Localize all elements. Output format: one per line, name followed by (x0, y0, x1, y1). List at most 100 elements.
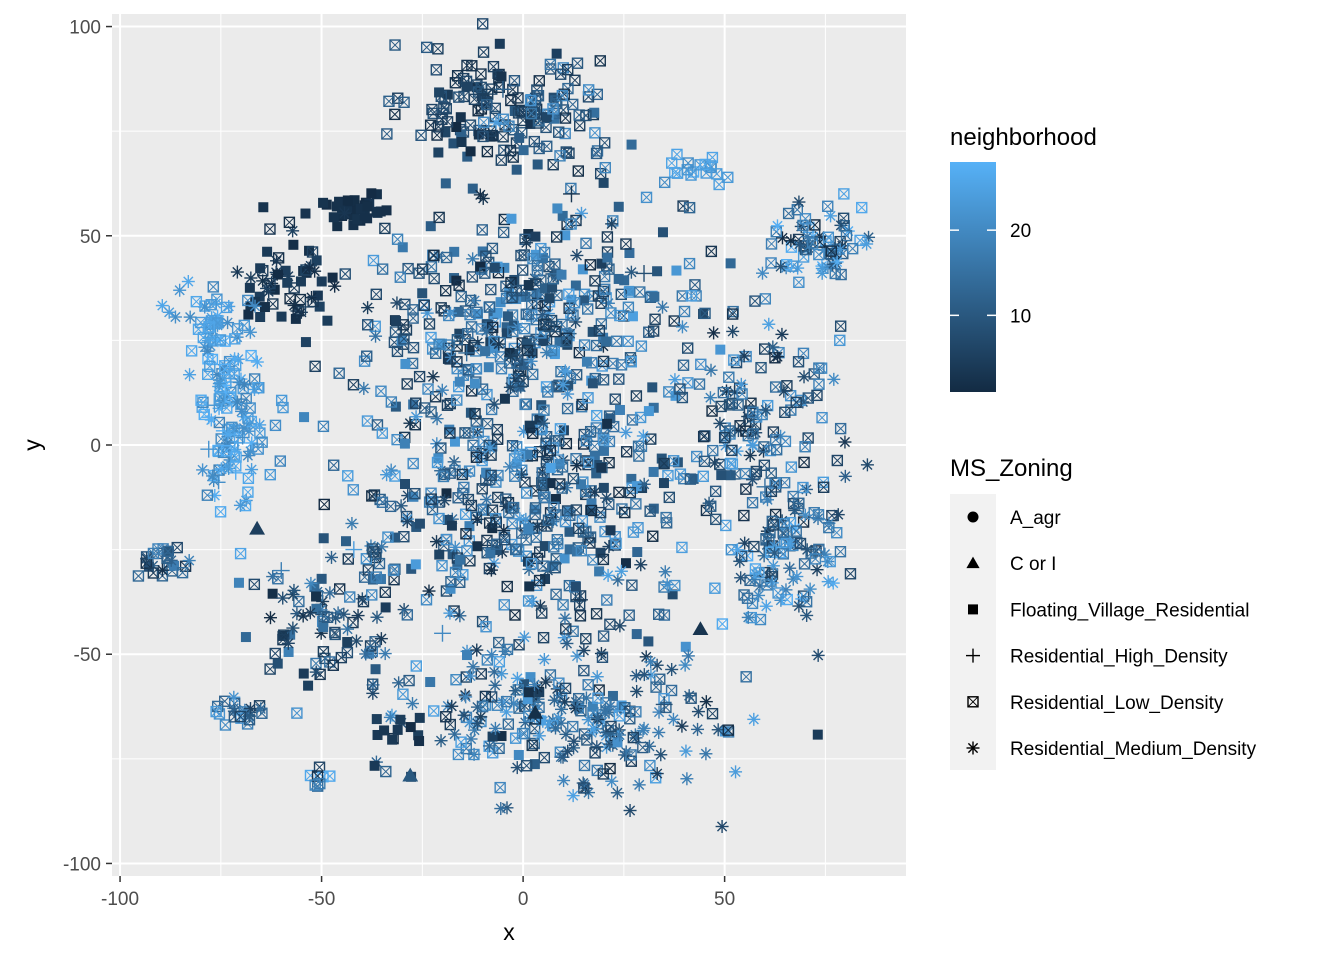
point-square (544, 293, 555, 304)
point-asterisk (182, 554, 196, 568)
point-asterisk (567, 734, 581, 748)
point-square (613, 273, 624, 284)
point-boxed-x (477, 46, 490, 58)
point-boxed-x (468, 93, 481, 106)
point-square (318, 197, 329, 208)
point-asterisk (675, 320, 689, 334)
data-points (132, 18, 876, 834)
point-square (379, 725, 390, 736)
point-square (391, 315, 402, 326)
color-bar-tick-label: 20 (1010, 221, 1031, 242)
y-tick-label: 100 (69, 18, 101, 39)
point-boxed-x (367, 678, 379, 690)
point-square (503, 311, 514, 322)
point-square (598, 445, 609, 456)
point-square (462, 650, 473, 661)
point-square (371, 189, 382, 200)
point-asterisk (800, 608, 814, 622)
point-asterisk (494, 802, 508, 816)
point-asterisk (212, 377, 226, 391)
point-asterisk (637, 668, 651, 682)
point-asterisk (470, 512, 484, 526)
shape-legend-label: Residential_Low_Density (1010, 693, 1224, 714)
point-square (496, 731, 507, 742)
point-boxed-x (571, 57, 584, 69)
point-square (494, 38, 505, 49)
point-asterisk (783, 561, 797, 575)
point-square (715, 344, 726, 355)
point-boxed-x (361, 350, 373, 362)
point-square (258, 202, 269, 213)
point-square (414, 518, 425, 529)
point-square (589, 107, 600, 118)
point-boxed-x (264, 468, 276, 481)
point-square (523, 523, 534, 534)
point-asterisk (341, 622, 355, 636)
point-asterisk (577, 644, 591, 657)
point-boxed-x (685, 169, 697, 181)
point-asterisk (598, 703, 612, 717)
point-square (614, 404, 625, 415)
point-asterisk (533, 599, 547, 613)
point-asterisk (566, 789, 580, 803)
point-boxed-x (228, 368, 240, 380)
point-boxed-x (205, 315, 218, 327)
point-square (352, 214, 363, 225)
point-asterisk (281, 636, 295, 650)
point-square (648, 503, 659, 514)
point-asterisk (359, 647, 373, 661)
point-boxed-x (580, 109, 592, 122)
color-bar (950, 162, 996, 392)
point-square (548, 92, 559, 103)
point-boxed-x (481, 99, 493, 111)
point-asterisk (682, 689, 696, 703)
point-square (449, 246, 460, 257)
point-asterisk (286, 224, 300, 238)
point-square (556, 269, 567, 280)
point-plus (211, 475, 226, 490)
point-square (499, 262, 510, 273)
point-asterisk (630, 684, 644, 698)
point-boxed-x (622, 335, 634, 347)
point-asterisk (470, 700, 484, 714)
point-asterisk (270, 267, 284, 281)
point-asterisk (746, 473, 760, 487)
point-boxed-x (590, 147, 603, 160)
point-asterisk (560, 636, 574, 650)
point-boxed-x (269, 647, 281, 660)
point-boxed-x (477, 18, 489, 30)
point-asterisk (323, 586, 337, 600)
point-asterisk (600, 491, 614, 505)
point-asterisk (392, 676, 406, 690)
point-asterisk (579, 691, 593, 705)
point-asterisk (786, 572, 800, 586)
point-asterisk (699, 695, 713, 709)
point-boxed-x (635, 340, 648, 352)
point-asterisk (797, 370, 811, 384)
point-boxed-x (415, 129, 427, 141)
point-square (462, 151, 473, 162)
point-boxed-x (321, 611, 334, 624)
point-asterisk (774, 260, 788, 274)
point-square (318, 533, 329, 544)
point-boxed-x (453, 279, 465, 291)
point-boxed-x (512, 107, 525, 119)
point-square (359, 210, 370, 221)
point-asterisk (619, 425, 633, 439)
point-asterisk (173, 283, 187, 297)
point-asterisk (830, 255, 844, 269)
x-tick-label: 0 (518, 889, 529, 910)
point-asterisk (650, 767, 664, 781)
point-boxed-x (681, 342, 694, 354)
point-asterisk (642, 739, 656, 753)
point-square (577, 264, 588, 275)
point-boxed-x (567, 98, 579, 111)
point-square (322, 315, 333, 326)
point-square (405, 722, 416, 733)
point-square (480, 346, 491, 357)
shape-legend-item: Floating_Village_Residential (968, 600, 1249, 621)
point-square (300, 337, 311, 348)
point-asterisk (422, 584, 436, 598)
point-asterisk (703, 391, 717, 405)
point-asterisk (539, 517, 553, 531)
